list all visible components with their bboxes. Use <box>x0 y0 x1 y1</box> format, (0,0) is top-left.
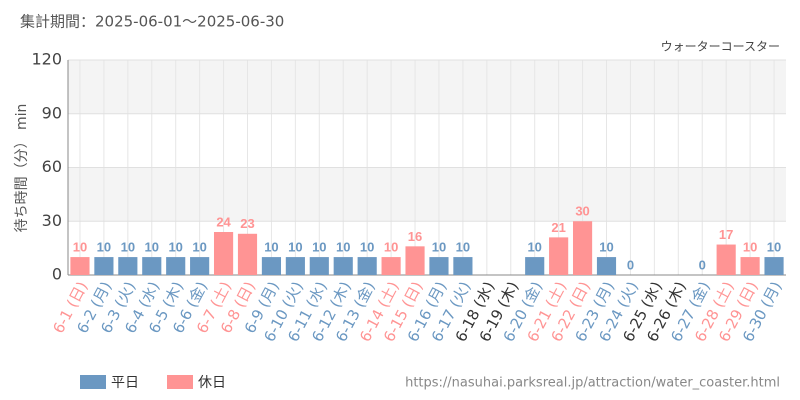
bar <box>764 257 784 275</box>
data-label: 10 <box>432 240 446 255</box>
bar <box>142 257 162 275</box>
bar <box>381 257 401 275</box>
chart-title: 集計期間：2025-06-01〜2025-06-30 <box>20 13 284 31</box>
data-label: 10 <box>73 240 87 255</box>
y-tick-label: 60 <box>42 157 62 176</box>
data-label: 10 <box>121 240 135 255</box>
bar <box>333 257 353 275</box>
data-label: 10 <box>192 240 206 255</box>
bar <box>596 257 617 275</box>
bar <box>549 237 569 275</box>
data-label: 10 <box>312 240 326 255</box>
data-label: 10 <box>767 240 781 255</box>
y-tick-label: 120 <box>31 50 62 69</box>
data-label: 16 <box>408 229 422 244</box>
bar <box>572 221 593 275</box>
legend-swatch <box>167 375 193 389</box>
data-label: 10 <box>97 240 111 255</box>
bar <box>453 257 473 275</box>
bar <box>740 257 760 275</box>
source-url: https://nasuhai.parksreal.jp/attraction/… <box>405 376 780 391</box>
bar <box>429 257 449 275</box>
bar <box>70 257 90 275</box>
data-label: 10 <box>743 240 757 255</box>
bar <box>357 257 377 275</box>
data-label: 0 <box>627 257 634 272</box>
data-label: 10 <box>527 240 541 255</box>
data-label: 10 <box>384 240 398 255</box>
bar <box>405 246 425 275</box>
data-label: 10 <box>145 240 159 255</box>
data-label: 10 <box>456 240 470 255</box>
grid-band <box>68 60 786 114</box>
data-label: 17 <box>719 227 733 242</box>
bar <box>94 257 114 275</box>
bar <box>285 257 305 275</box>
bar <box>166 257 186 275</box>
grid-band <box>68 167 786 222</box>
data-label: 10 <box>264 240 278 255</box>
legend-swatch <box>80 375 106 389</box>
data-label: 10 <box>360 240 374 255</box>
data-label: 10 <box>288 240 302 255</box>
data-label: 0 <box>699 257 706 272</box>
bar <box>213 232 234 275</box>
chart-subtitle: ウォーターコースター <box>661 40 780 54</box>
bar <box>118 257 138 275</box>
data-label: 24 <box>216 214 231 229</box>
bar <box>190 257 210 275</box>
y-tick-label: 30 <box>42 211 62 230</box>
bar <box>525 257 545 275</box>
legend-label: 休日 <box>198 375 226 391</box>
bar <box>716 244 736 275</box>
legend-label: 平日 <box>111 375 139 391</box>
data-label: 21 <box>551 220 565 235</box>
y-tick-label: 0 <box>52 265 62 284</box>
data-label: 23 <box>240 216 254 231</box>
y-tick-label: 90 <box>42 103 62 122</box>
data-label: 10 <box>336 240 350 255</box>
y-axis-label: 待ち時間（分） min <box>14 104 30 233</box>
data-label: 30 <box>575 204 589 219</box>
data-label: 10 <box>599 240 613 255</box>
data-label: 10 <box>168 240 182 255</box>
bar <box>237 233 258 275</box>
bar <box>261 257 282 275</box>
bar <box>309 257 329 275</box>
